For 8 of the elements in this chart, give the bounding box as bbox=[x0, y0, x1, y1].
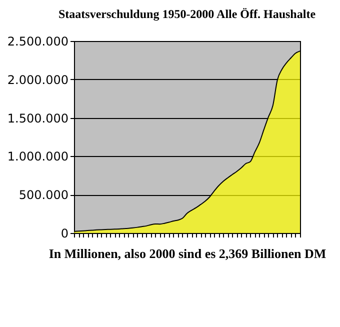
y-tick-label: 2.500.000 bbox=[7, 34, 68, 48]
chart-title: Staatsverschuldung 1950-2000 Alle Öff. Haushalte bbox=[58, 7, 316, 21]
y-tick-label: 500.000 bbox=[18, 188, 68, 202]
y-tick-label: 2.000.000 bbox=[7, 72, 68, 87]
y-tick-label: 1.000.000 bbox=[7, 150, 68, 164]
y-tick-label: 1.500.000 bbox=[7, 111, 68, 126]
x-axis-title: In Millionen, also 2000 sind es 2,369 Billionen DM bbox=[48, 246, 326, 261]
y-tick-label: 0 bbox=[60, 226, 68, 240]
